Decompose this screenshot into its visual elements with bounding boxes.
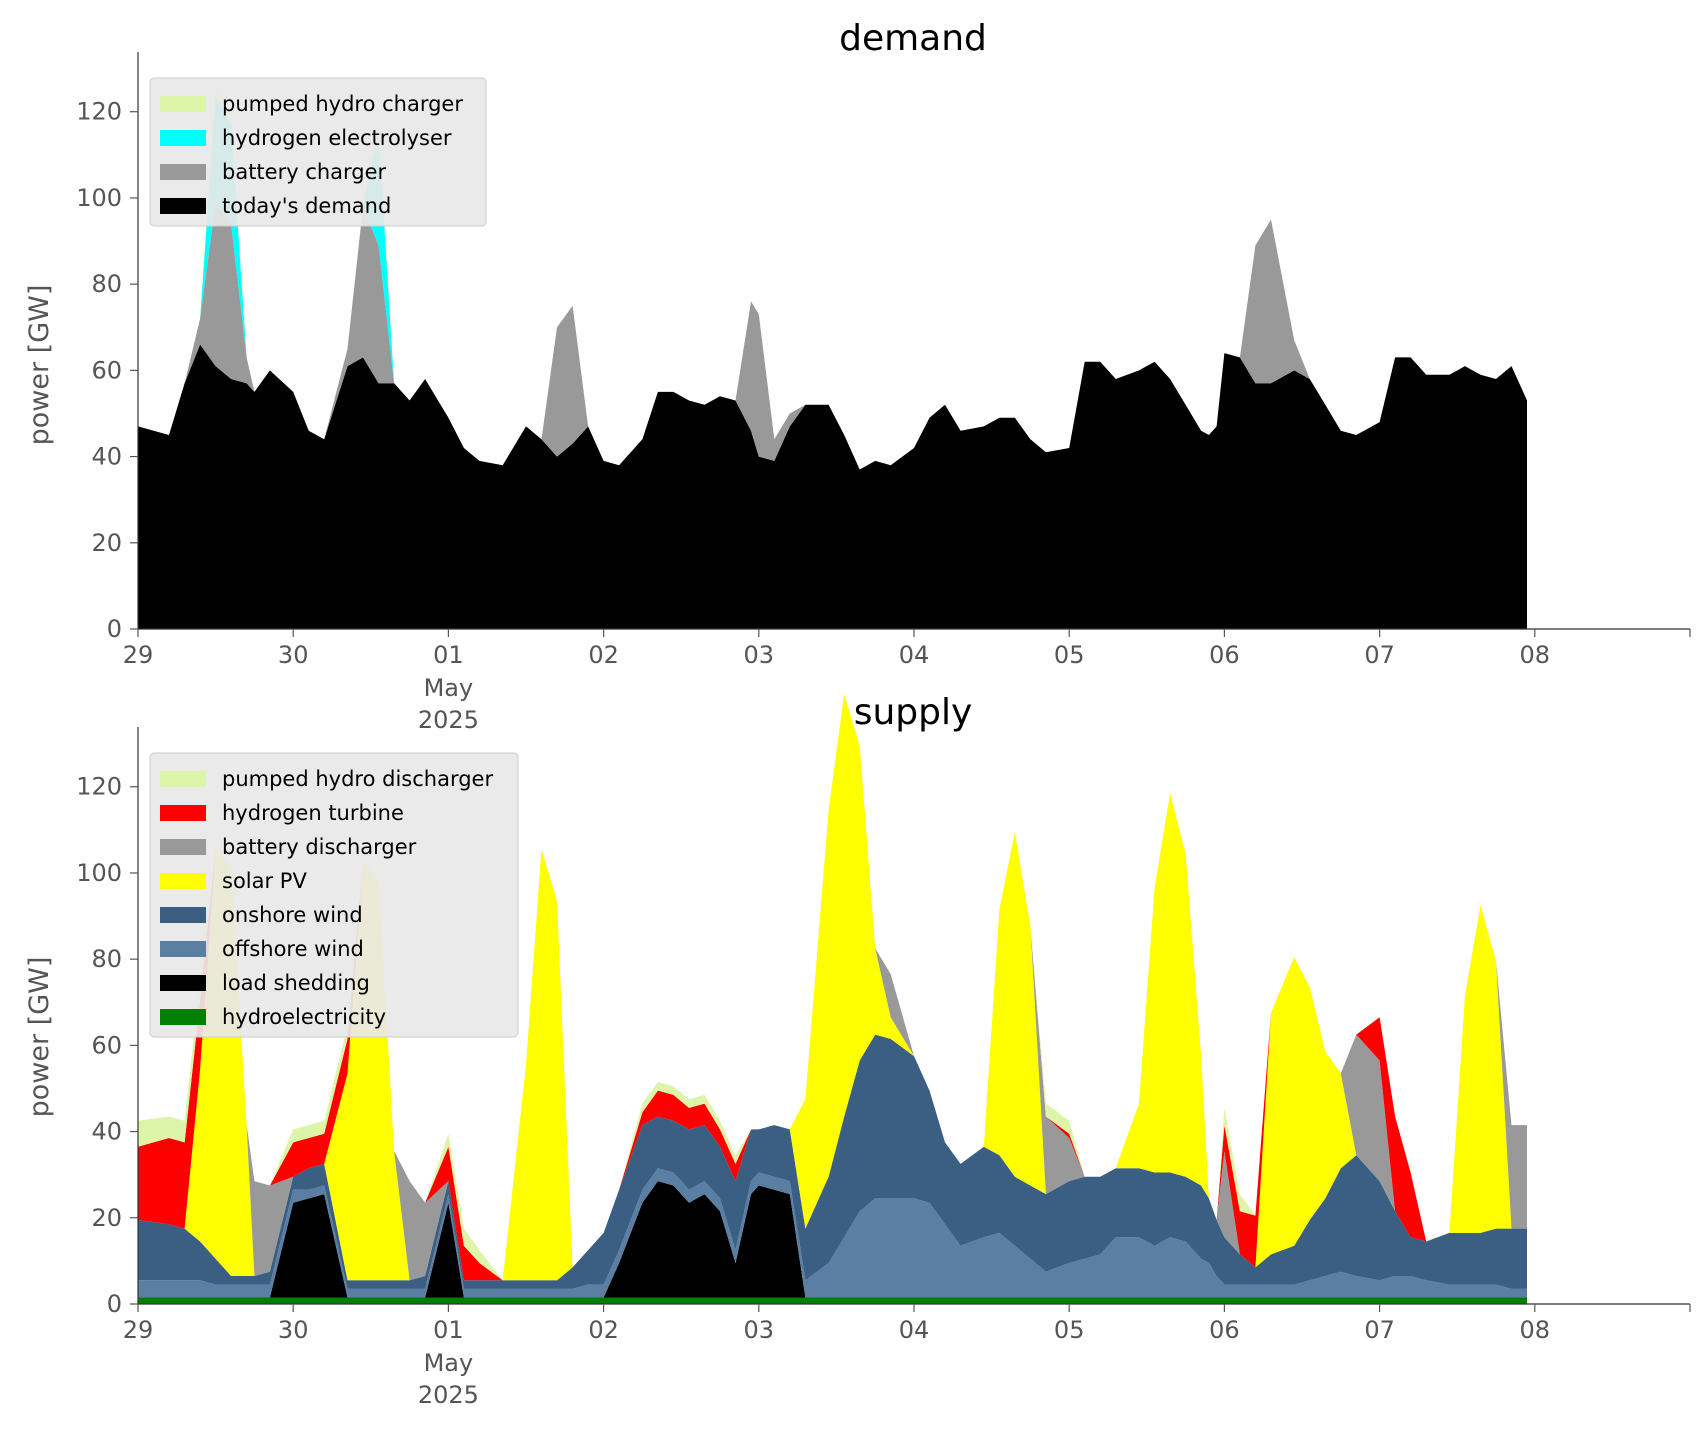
legend-label: battery charger [222, 160, 387, 184]
area-battery-charger [138, 202, 1527, 470]
area-today-s-demand [138, 344, 1527, 629]
legend-swatch [160, 771, 206, 787]
area-solar-pv [138, 694, 1527, 1281]
x-tick-label: 02 [588, 641, 619, 669]
x-tick-label: 29 [123, 1316, 154, 1344]
x-tick-label: 07 [1364, 1316, 1395, 1344]
x-tick-label: 05 [1054, 641, 1085, 669]
legend-swatch [160, 907, 206, 923]
axes: 0 20 40 60 80 100 120 29 30 01 02 03 04 05 06 07 08 May 20… [76, 52, 1691, 734]
area-onshore-wind [138, 1034, 1527, 1289]
x-tick-label: 02 [588, 1316, 619, 1344]
x-tick-label: 01 [433, 1316, 464, 1344]
y-tick-label: 60 [91, 356, 122, 384]
y-tick-label: 20 [91, 529, 122, 557]
y-tick-label: 80 [91, 945, 122, 973]
legend-swatch [160, 1009, 206, 1025]
y-tick-label: 0 [107, 1290, 122, 1318]
y-tick-label: 0 [107, 615, 122, 643]
x-tick-label: 29 [123, 641, 154, 669]
x-tick-label: 30 [278, 1316, 309, 1344]
x-tick-label: 03 [744, 1316, 775, 1344]
y-tick-label: 100 [76, 859, 122, 887]
y-tick-label: 80 [91, 270, 122, 298]
legend-label: onshore wind [222, 903, 363, 927]
legend-swatch [160, 975, 206, 991]
area-load-shedding [138, 1181, 1527, 1298]
legend-swatch [160, 130, 206, 146]
chart-title: supply [854, 692, 973, 733]
legend-label: offshore wind [222, 937, 364, 961]
x-tick-label: 04 [899, 641, 930, 669]
area-hydroelectricity [138, 1297, 1527, 1304]
x-tick-label: 05 [1054, 1316, 1085, 1344]
legend-label: hydroelectricity [222, 1005, 386, 1029]
legend-label: battery discharger [222, 835, 417, 859]
legend-swatch [160, 873, 206, 889]
legend-label: today's demand [222, 194, 391, 218]
x-tick-label: 01 [433, 641, 464, 669]
axes: 0 20 40 60 80 100 120 29 30 01 02 03 04 05 06 07 08 May 20… [76, 727, 1691, 1409]
legend-box [149, 77, 487, 227]
x-tick-label: 06 [1209, 641, 1240, 669]
y-tick-label: 100 [76, 184, 122, 212]
legend-label: hydrogen turbine [222, 801, 404, 825]
x-date-caption: 2025 [418, 706, 479, 734]
x-tick-label: 08 [1520, 641, 1551, 669]
x-tick-label: 08 [1520, 1316, 1551, 1344]
y-tick-label: 20 [91, 1204, 122, 1232]
chart-title: demand [839, 18, 987, 59]
y-tick-label: 120 [76, 773, 122, 801]
legend-box [149, 752, 519, 1038]
area-series-group [138, 81, 1527, 629]
x-date-caption: May [424, 1349, 474, 1377]
legend-swatch [160, 805, 206, 821]
legend: pumped hydro charger hydrogen electrolyse… [149, 77, 487, 227]
x-date-caption: May [424, 674, 474, 702]
x-tick-label: 06 [1209, 1316, 1240, 1344]
legend-swatch [160, 198, 206, 214]
y-tick-label: 40 [91, 1118, 122, 1146]
area-series-group [138, 694, 1527, 1304]
x-date-caption: 2025 [418, 1381, 479, 1409]
legend-swatch [160, 839, 206, 855]
legend-label: load shedding [222, 971, 370, 995]
legend-label: pumped hydro charger [222, 92, 463, 116]
area-offshore-wind [138, 1168, 1527, 1298]
y-axis-label: power [GW] [24, 285, 55, 446]
legend-label: hydrogen electrolyser [222, 126, 452, 150]
x-tick-label: 03 [744, 641, 775, 669]
legend-swatch [160, 164, 206, 180]
y-tick-label: 60 [91, 1031, 122, 1059]
area-battery-discharger [138, 694, 1527, 1281]
x-tick-label: 07 [1364, 641, 1395, 669]
legend-swatch [160, 96, 206, 112]
legend-label: pumped hydro discharger [222, 767, 493, 791]
x-tick-label: 04 [899, 1316, 930, 1344]
legend: pumped hydro discharger hydrogen turbine b… [149, 752, 519, 1038]
y-axis-label: power [GW] [24, 957, 55, 1118]
y-tick-label: 40 [91, 443, 122, 471]
x-tick-label: 30 [278, 641, 309, 669]
y-tick-label: 120 [76, 98, 122, 126]
legend-label: solar PV [222, 869, 307, 893]
legend-swatch [160, 941, 206, 957]
